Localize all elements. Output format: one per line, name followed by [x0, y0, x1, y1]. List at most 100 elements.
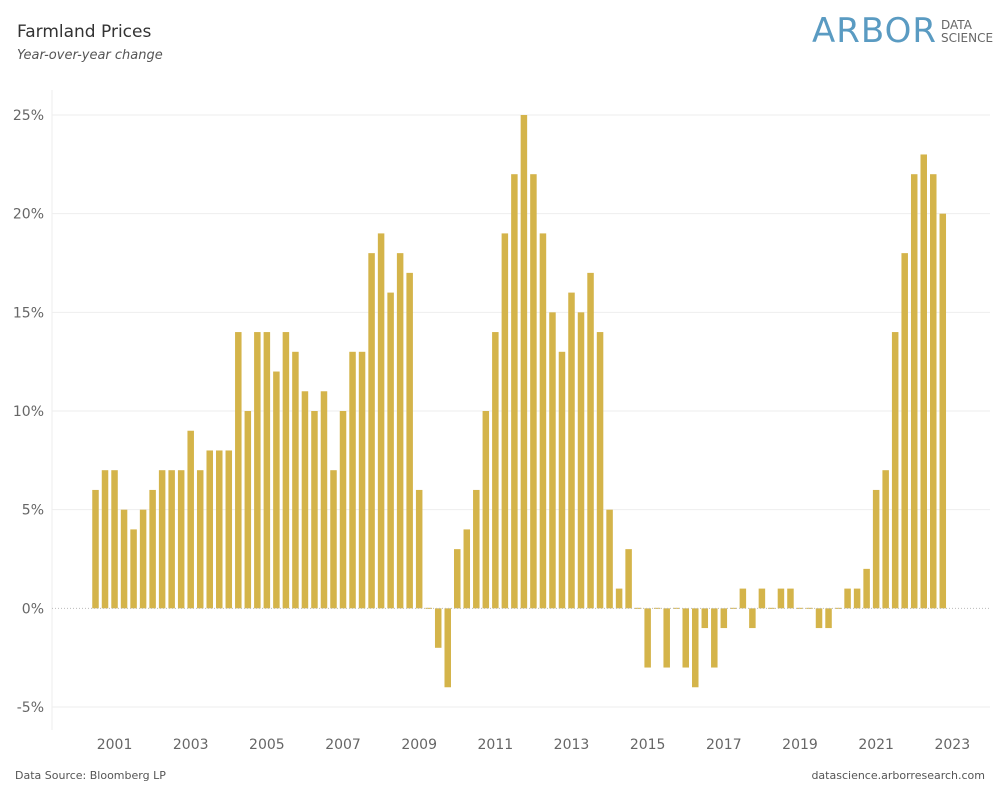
x-tick-label: 2013: [554, 737, 590, 753]
bar-2009Q3: [434, 608, 442, 648]
x-tick-label: 2019: [782, 737, 818, 753]
bar-2011Q1: [492, 332, 499, 609]
bar-2002Q3: [168, 470, 175, 609]
bar-2019Q3: [815, 608, 823, 629]
y-tick-label: 5%: [22, 503, 44, 519]
x-tick-label: 2007: [325, 737, 361, 753]
bar-2022Q4: [939, 213, 947, 609]
bar-2021Q1: [872, 489, 880, 609]
bar-2017Q4: [749, 608, 756, 629]
y-tick-label: 0%: [22, 601, 44, 617]
x-tick-label: 2001: [97, 737, 133, 753]
bar-2004Q1: [225, 450, 233, 609]
y-tick-label: -5%: [17, 700, 44, 716]
bar-2001Q3: [130, 529, 137, 609]
x-tick-label: 2023: [934, 737, 970, 753]
bar-2016Q2: [692, 608, 699, 688]
bar-2005Q1: [263, 332, 271, 609]
bar-2014Q3: [625, 549, 632, 609]
bar-2003Q1: [187, 430, 194, 609]
bar-2021Q2: [882, 470, 889, 609]
bar-2020Q4: [863, 568, 870, 609]
bar-2001Q1: [111, 470, 118, 609]
chart-subtitle: Year-over-year change: [17, 48, 163, 63]
x-tick-label: 2011: [478, 737, 514, 753]
bar-2018Q2: [768, 607, 775, 609]
bar-2004Q3: [244, 411, 252, 609]
bar-2010Q3: [473, 489, 480, 609]
x-tick-label: 2009: [401, 737, 437, 753]
bar-2012Q2: [539, 233, 547, 609]
bar-2011Q2: [501, 233, 509, 609]
bar-2000Q3: [92, 489, 99, 609]
bar-2006Q2: [311, 411, 318, 609]
bar-2015Q2: [653, 607, 661, 609]
bar-2003Q4: [216, 450, 223, 609]
bar-2013Q1: [568, 292, 575, 609]
bar-2001Q2: [120, 509, 128, 609]
bar-2021Q4: [901, 253, 908, 609]
bar-2017Q3: [739, 588, 747, 609]
bar-2013Q4: [596, 332, 604, 609]
bar-2000Q4: [101, 470, 109, 609]
bar-2018Q1: [758, 588, 766, 609]
bar-2005Q2: [273, 371, 280, 609]
bar-2014Q1: [606, 509, 613, 609]
bar-2007Q4: [368, 253, 375, 609]
bar-2019Q2: [806, 607, 813, 609]
bar-2002Q1: [149, 489, 156, 609]
bar-2007Q2: [349, 351, 356, 609]
x-tick-label: 2005: [249, 737, 285, 753]
bar-2009Q1: [415, 489, 423, 609]
x-tick-label: 2021: [858, 737, 894, 753]
bar-2010Q4: [482, 411, 490, 609]
bar-2006Q3: [320, 391, 328, 609]
bar-2011Q4: [520, 115, 528, 609]
x-tick-label: 2003: [173, 737, 209, 753]
bar-2021Q3: [891, 332, 899, 609]
bar-2009Q4: [444, 608, 451, 688]
bar-2008Q1: [377, 233, 385, 609]
bar-2012Q3: [549, 312, 556, 609]
bar-2020Q2: [844, 588, 851, 609]
bar-2002Q4: [177, 470, 185, 609]
logo-line-1: DATA: [941, 18, 972, 32]
logo-line-2: SCIENCE: [941, 31, 994, 45]
y-tick-label: 25%: [13, 108, 44, 124]
bar-2008Q3: [396, 253, 404, 609]
bar-2011Q3: [511, 174, 518, 609]
bar-2006Q1: [301, 391, 309, 609]
bar-2007Q3: [358, 351, 366, 609]
bar-2004Q4: [254, 332, 261, 609]
bar-2008Q4: [406, 272, 413, 609]
bar-2014Q4: [634, 607, 642, 609]
bar-2022Q2: [920, 154, 927, 609]
bar-2005Q3: [282, 332, 290, 609]
bar-2022Q3: [930, 174, 937, 609]
bar-2015Q3: [663, 608, 670, 668]
bar-2012Q1: [530, 174, 537, 609]
bar-2010Q1: [454, 549, 461, 609]
bar-2019Q4: [825, 608, 832, 629]
data-source: Data Source: Bloomberg LP: [15, 769, 166, 782]
bar-2016Q3: [701, 608, 709, 629]
bar-2014Q2: [615, 588, 623, 609]
bar-2020Q3: [853, 588, 861, 609]
x-tick-label: 2015: [630, 737, 666, 753]
bar-2022Q1: [910, 174, 918, 609]
bar-2001Q4: [139, 509, 147, 609]
bar-2013Q3: [587, 272, 594, 609]
bar-2012Q4: [558, 351, 566, 609]
y-tick-label: 20%: [13, 207, 44, 223]
logo-sub-text: DATA SCIENCE: [941, 19, 993, 48]
bar-2013Q2: [577, 312, 585, 609]
logo-main-text: ARBOR: [812, 11, 937, 51]
bar-2006Q4: [330, 470, 337, 609]
bar-2003Q2: [196, 470, 204, 609]
x-tick-label: 2017: [706, 737, 742, 753]
bars: [92, 115, 947, 688]
bar-2010Q2: [463, 529, 471, 609]
bar-2004Q2: [235, 332, 242, 609]
y-tick-label: 15%: [13, 305, 44, 321]
